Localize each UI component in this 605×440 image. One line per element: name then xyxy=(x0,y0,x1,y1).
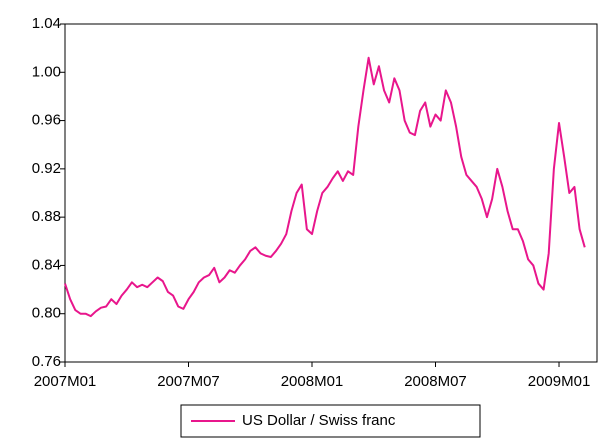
y-tick-label: 1.00 xyxy=(32,63,61,80)
x-tick-label: 2008M01 xyxy=(281,373,344,390)
y-tick-label: 0.92 xyxy=(32,160,61,177)
legend-label: US Dollar / Swiss franc xyxy=(242,412,396,429)
y-tick-label: 0.80 xyxy=(32,305,61,322)
x-tick-label: 2007M07 xyxy=(157,373,220,390)
x-tick-label: 2007M01 xyxy=(34,373,97,390)
y-tick-label: 0.76 xyxy=(32,353,61,370)
plot-frame xyxy=(64,23,598,363)
x-tick-label: 2008M07 xyxy=(404,373,467,390)
x-tick-label: 2009M01 xyxy=(528,373,591,390)
y-tick-label: 0.88 xyxy=(32,208,61,225)
y-tick-label: 0.96 xyxy=(32,112,61,129)
y-tick-label: 1.04 xyxy=(32,15,61,32)
y-tick-label: 0.84 xyxy=(32,256,61,273)
series-line xyxy=(64,56,586,318)
